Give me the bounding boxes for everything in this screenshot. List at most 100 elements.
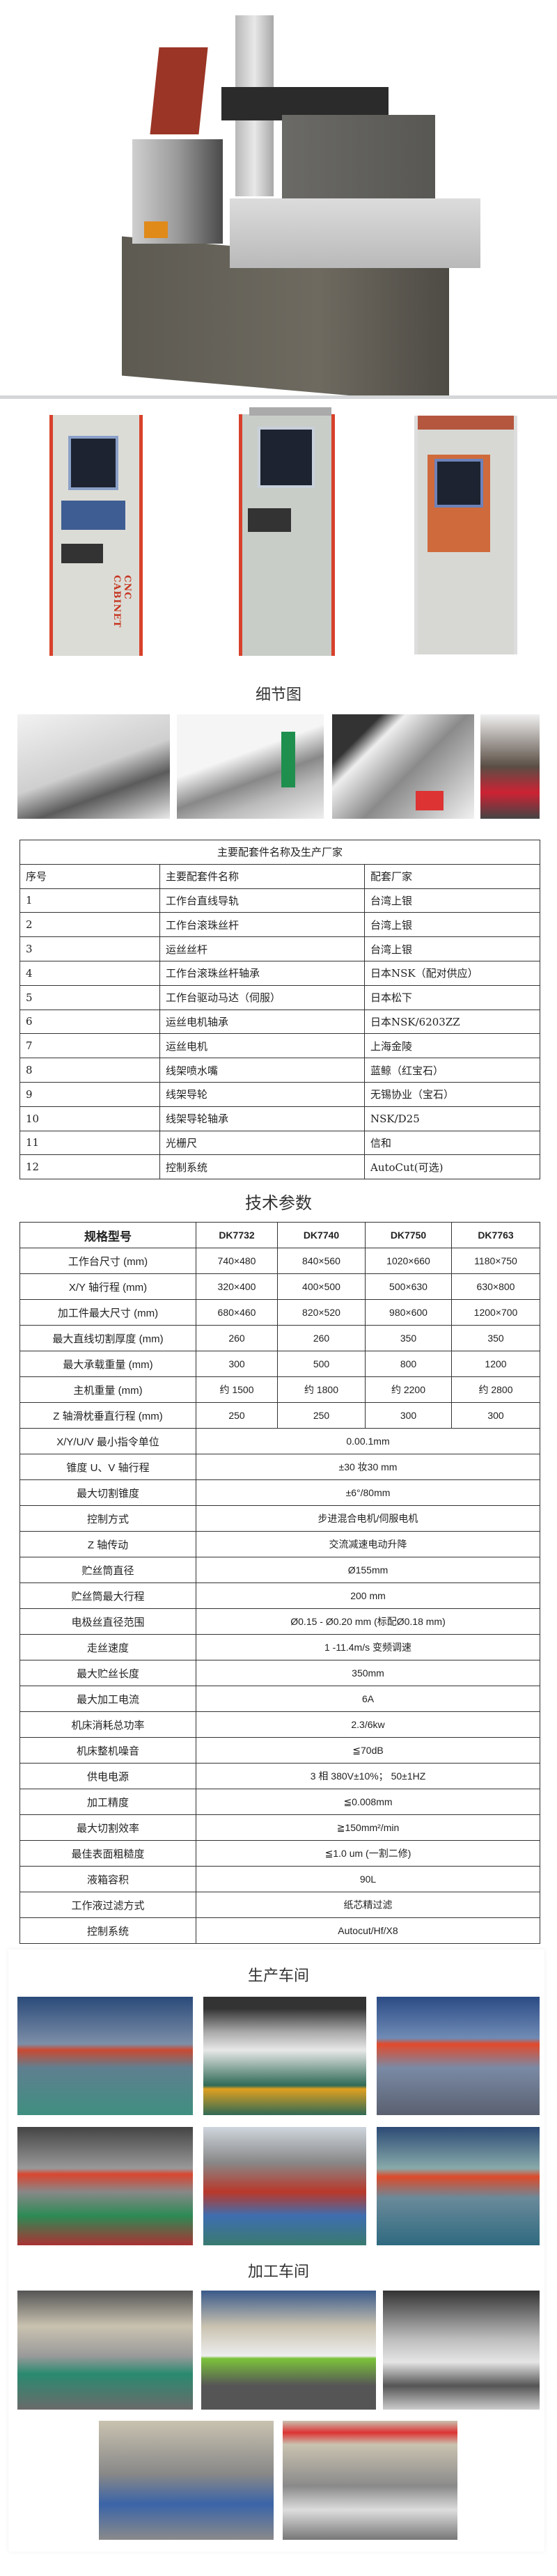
parts-cell: 3: [19, 936, 160, 961]
parts-cell: 10: [19, 1106, 160, 1131]
spec-label-cell: 最大切割锥度: [19, 1479, 196, 1506]
parts-cell: 12: [19, 1154, 160, 1180]
spec-value-cell: ≦1.0 um (一割二修): [196, 1840, 540, 1867]
spec-label-cell: Z 轴滑枕垂直行程 (mm): [19, 1402, 196, 1429]
spec-model-row: Z 轴滑枕垂直行程 (mm) 250 250 300 300: [19, 1402, 540, 1429]
production-workshop-image: [17, 2127, 193, 2245]
parts-cell: 8: [19, 1058, 160, 1083]
parts-row: 5 工作台驱动马达（伺服） 日本松下: [19, 984, 540, 1010]
spec-value-cell: 350: [451, 1325, 540, 1351]
spec-value-cell: 3 相 380V±10%； 50±1HZ: [196, 1763, 540, 1789]
parts-cell: 1: [19, 888, 160, 913]
spec-label-cell: X/Y 轴行程 (mm): [19, 1273, 196, 1300]
spec-value-cell: 1180×750: [451, 1248, 540, 1274]
parts-cell: 2: [19, 912, 160, 938]
parts-title-row: 主要配套件名称及生产厂家: [19, 840, 540, 865]
spec-value-cell: 260: [277, 1325, 366, 1351]
parts-row: 1 工作台直线导轨 台湾上银: [19, 888, 540, 913]
parts-cell: 日本NSK/6203ZZ: [364, 1009, 540, 1035]
spec-value-cell: 交流减速电动升降: [196, 1531, 540, 1557]
machine-control-button: [144, 221, 168, 238]
cabinet-lettering: CNC CABINET: [111, 575, 132, 628]
spec-label-cell: 最大承载重量 (mm): [19, 1351, 196, 1377]
parts-cell: 蓝鲸（红宝石）: [364, 1058, 540, 1083]
parts-row: 8 线架喷水嘴 蓝鲸（红宝石）: [19, 1058, 540, 1083]
spec-value-cell: 纸芯精过滤: [196, 1892, 540, 1918]
parts-row: 12 控制系统 AutoCut(可选): [19, 1154, 540, 1180]
production-workshop-image: [377, 2127, 540, 2245]
spec-label-cell: 贮丝筒直径: [19, 1557, 196, 1583]
cabinet-image-1: CNC CABINET: [49, 415, 143, 656]
spec-label-cell: 最大贮丝长度: [19, 1660, 196, 1686]
parts-cell: 工作台直线导轨: [159, 888, 365, 913]
ball-screw-detail-image: [17, 714, 170, 819]
parts-cell: 工作台驱动马达（伺服）: [159, 984, 365, 1010]
parts-row: 3 运丝丝杆 台湾上银: [19, 936, 540, 961]
wire-frame-detail-image: [480, 714, 540, 819]
production-workshop-image: [203, 1997, 366, 2115]
linear-guide-detail-image: [177, 714, 324, 819]
spec-label-cell: 最大切割效率: [19, 1814, 196, 1841]
spec-value-cell: 350mm: [196, 1660, 540, 1686]
spec-value-cell: 820×520: [277, 1299, 366, 1326]
parts-cell: 工作台滚珠丝杆: [159, 912, 365, 938]
production-workshop-image: [17, 1997, 193, 2115]
parts-cell: 11: [19, 1130, 160, 1156]
spec-label-cell: 主机重量 (mm): [19, 1376, 196, 1403]
spec-value-cell: 90L: [196, 1866, 540, 1892]
cabinet-image-2: [239, 407, 335, 656]
parts-cell: 线架喷水嘴: [159, 1058, 365, 1083]
spec-label-cell: X/Y/U/V 最小指令单位: [19, 1428, 196, 1454]
parts-cell: 4: [19, 960, 160, 986]
details-title: 细节图: [255, 686, 301, 704]
processing-workshop-image: [99, 2421, 274, 2540]
production-title: 生产车间: [247, 1968, 309, 1985]
spec-shared-row: 液箱容积 90L: [19, 1866, 540, 1892]
spec-shared-row: 走丝速度 1 -11.4m/s 变频调速: [19, 1634, 540, 1660]
spec-model-row: X/Y 轴行程 (mm) 320×400 400×500 500×630 630×800: [19, 1273, 540, 1300]
parts-cell: 信和: [364, 1130, 540, 1156]
spec-shared-row: 贮丝筒最大行程 200 mm: [19, 1582, 540, 1609]
spec-value-cell: Autocut/Hf/X8: [196, 1917, 540, 1944]
spec-model-row: 主机重量 (mm) 约 1500 约 1800 约 2200 约 2800: [19, 1376, 540, 1403]
cabinet-image-3: [414, 416, 517, 654]
spec-label-cell: 供电电源: [19, 1763, 196, 1789]
spec-value-cell: ±30 妆30 mm: [196, 1454, 540, 1480]
spec-value-cell: 200 mm: [196, 1582, 540, 1609]
processing-workshop-image: [201, 2291, 376, 2410]
spec-model-row: 工作台尺寸 (mm) 740×480 840×560 1020×660 1180×750: [19, 1248, 540, 1274]
worktable-detail-image: [332, 714, 474, 819]
spec-value-cell: ≧150mm²/min: [196, 1814, 540, 1841]
spec-shared-row: 锥度 U、V 轴行程 ±30 妆30 mm: [19, 1454, 540, 1480]
parts-table-title: 主要配套件名称及生产厂家: [19, 840, 540, 865]
spec-value-cell: 约 2800: [451, 1376, 540, 1403]
processing-workshop-image: [383, 2291, 540, 2410]
machine-worktable: [230, 198, 480, 268]
spec-value-cell: 250: [196, 1402, 278, 1429]
parts-cell: 日本松下: [364, 984, 540, 1010]
parts-cell: 无锡协业（宝石）: [364, 1081, 540, 1107]
parts-header-row: 序号 主要配套件名称 配套厂家: [19, 863, 540, 889]
parts-cell: 线架导轮轴承: [159, 1106, 365, 1131]
parts-row: 11 光栅尺 信和: [19, 1130, 540, 1156]
parts-cell: 光栅尺: [159, 1130, 365, 1156]
spec-shared-row: 工作液过滤方式 纸芯精过滤: [19, 1892, 540, 1918]
spec-title: 技术参数: [245, 1193, 312, 1213]
parts-cell: 台湾上银: [364, 912, 540, 938]
spec-value-cell: 980×600: [365, 1299, 452, 1326]
parts-row: 6 运丝电机轴承 日本NSK/6203ZZ: [19, 1009, 540, 1035]
spec-value-cell: 500×630: [365, 1273, 452, 1300]
spec-label-cell: 贮丝筒最大行程: [19, 1582, 196, 1609]
production-workshop-image: [203, 2127, 366, 2245]
spec-label-cell: 最大直线切割厚度 (mm): [19, 1325, 196, 1351]
spec-shared-row: X/Y/U/V 最小指令单位 0.00.1mm: [19, 1428, 540, 1454]
spec-header-cell: 规格型号: [19, 1222, 196, 1248]
spec-value-cell: 350: [365, 1325, 452, 1351]
spec-label-cell: 电极丝直径范围: [19, 1608, 196, 1635]
parts-table: 主要配套件名称及生产厂家 序号 主要配套件名称 配套厂家 1 工作台直线导轨 台湾上银 2 工作…: [19, 840, 540, 1180]
spec-value-cell: 250: [277, 1402, 366, 1429]
spec-value-cell: 260: [196, 1325, 278, 1351]
spec-value-cell: 0.00.1mm: [196, 1428, 540, 1454]
spec-header-cell: DK7740: [277, 1222, 366, 1248]
spec-shared-row: 最大切割锥度 ±6°/80mm: [19, 1479, 540, 1506]
